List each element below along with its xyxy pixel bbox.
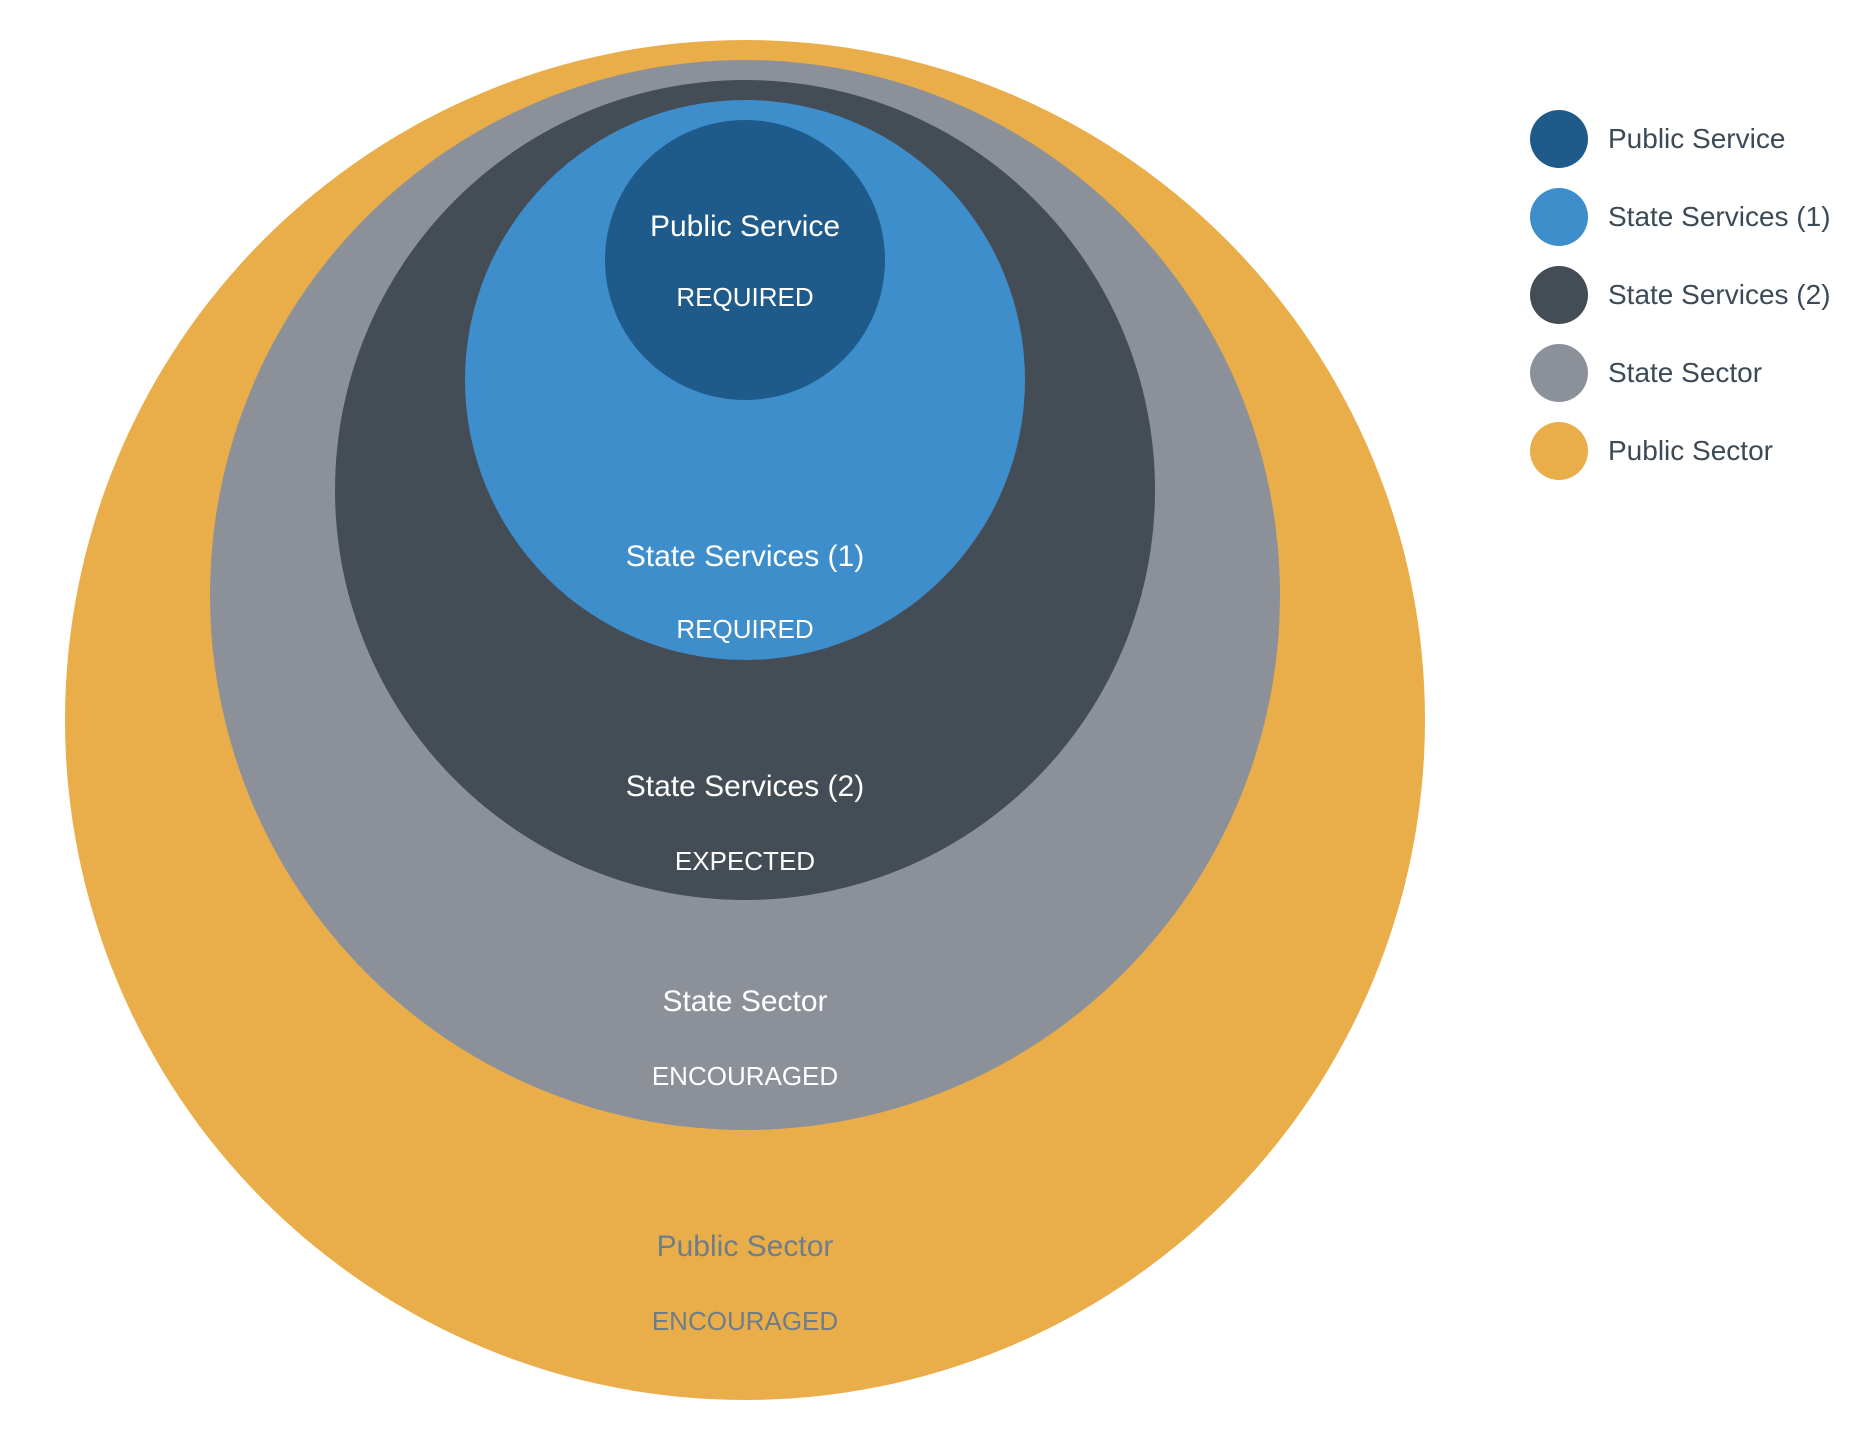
- legend-swatch-icon: [1530, 266, 1588, 324]
- legend-item-state-sector: State Sector: [1530, 334, 1831, 412]
- ring-status: EXPECTED: [626, 847, 864, 877]
- legend-label: Public Sector: [1608, 435, 1773, 467]
- legend-swatch-icon: [1530, 188, 1588, 246]
- ring-title: State Services (1): [626, 540, 864, 575]
- ring-label-state-sector: State Sector ENCOURAGED: [652, 985, 838, 1091]
- legend-item-state-services-2: State Services (2): [1530, 256, 1831, 334]
- ring-label-public-sector: Public Sector ENCOURAGED: [652, 1230, 838, 1336]
- legend-swatch-icon: [1530, 422, 1588, 480]
- ring-label-state-services-2: State Services (2) EXPECTED: [626, 770, 864, 876]
- ring-status: REQUIRED: [650, 283, 840, 313]
- legend-item-public-service: Public Service: [1530, 100, 1831, 178]
- legend: Public Service State Services (1) State …: [1530, 100, 1831, 490]
- legend-item-public-sector: Public Sector: [1530, 412, 1831, 490]
- legend-label: State Sector: [1608, 357, 1762, 389]
- ring-title: Public Service: [650, 210, 840, 245]
- ring-title: Public Sector: [652, 1230, 838, 1265]
- ring-status: REQUIRED: [626, 615, 864, 645]
- ring-label-state-services-1: State Services (1) REQUIRED: [626, 540, 864, 644]
- diagram-stage: Public Sector ENCOURAGED State Sector EN…: [0, 0, 1850, 1450]
- ring-title: State Services (2): [626, 770, 864, 805]
- legend-label: State Services (1): [1608, 201, 1831, 233]
- ring-status: ENCOURAGED: [652, 1062, 838, 1092]
- ring-status: ENCOURAGED: [652, 1307, 838, 1337]
- legend-item-state-services-1: State Services (1): [1530, 178, 1831, 256]
- legend-swatch-icon: [1530, 110, 1588, 168]
- legend-label: Public Service: [1608, 123, 1785, 155]
- ring-title: State Sector: [652, 985, 838, 1020]
- legend-swatch-icon: [1530, 344, 1588, 402]
- legend-label: State Services (2): [1608, 279, 1831, 311]
- ring-label-public-service: Public Service REQUIRED: [650, 210, 840, 312]
